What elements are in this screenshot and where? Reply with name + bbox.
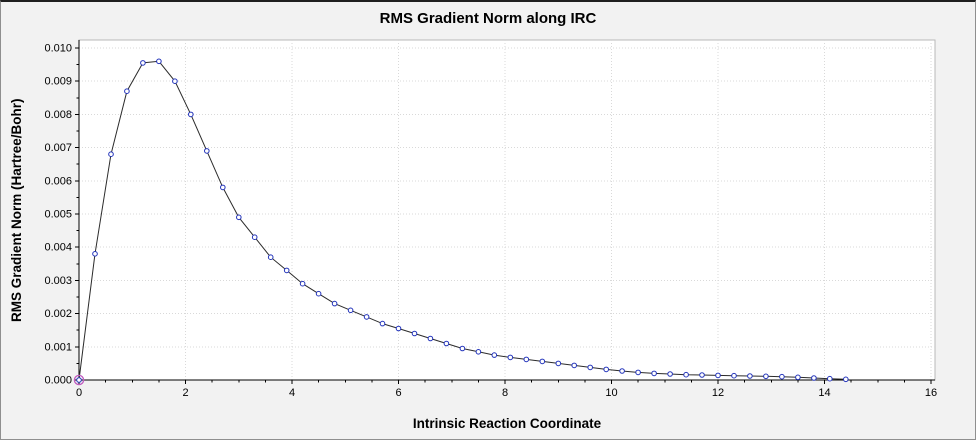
data-point-marker[interactable]	[427, 335, 434, 342]
data-point-marker[interactable]	[507, 354, 514, 361]
data-point-marker[interactable]	[395, 325, 402, 332]
data-point-marker[interactable]	[204, 148, 210, 154]
data-point-marker[interactable]	[299, 280, 306, 287]
data-point-marker[interactable]	[347, 307, 354, 314]
data-point-marker[interactable]	[267, 254, 274, 260]
data-point-marker[interactable]	[92, 251, 98, 257]
data-point-marker[interactable]	[220, 184, 226, 191]
data-point-marker[interactable]	[747, 373, 753, 379]
data-point-marker[interactable]	[76, 377, 82, 383]
data-point-marker[interactable]	[539, 358, 546, 365]
x-tick-label: 14	[818, 387, 830, 399]
y-tick-label: 0.007	[44, 142, 72, 154]
y-tick-label: 0.009	[44, 76, 72, 88]
data-point-marker[interactable]	[827, 375, 833, 382]
data-point-marker[interactable]	[603, 366, 610, 373]
y-tick-label: 0.006	[44, 175, 72, 187]
y-tick-label: 0.002	[44, 308, 72, 320]
data-point-marker[interactable]	[731, 372, 737, 379]
data-point-marker[interactable]	[443, 340, 450, 347]
data-point-marker[interactable]	[363, 314, 370, 320]
y-tick-label: 0.000	[44, 375, 72, 387]
data-point-marker[interactable]	[188, 111, 194, 118]
y-tick-label: 0.004	[44, 242, 72, 254]
x-tick-label: 6	[395, 387, 401, 399]
x-tick-label: 16	[925, 387, 937, 399]
data-point-marker[interactable]	[779, 373, 785, 380]
y-tick-label: 0.001	[44, 341, 72, 353]
x-tick-label: 4	[289, 387, 295, 399]
x-tick-label: 12	[712, 387, 724, 399]
data-point-marker[interactable]	[283, 267, 290, 274]
data-point-marker[interactable]	[140, 60, 146, 66]
data-point-marker[interactable]	[172, 78, 178, 84]
data-point-marker[interactable]	[555, 360, 562, 367]
data-point-marker[interactable]	[795, 374, 801, 381]
data-point-marker[interactable]	[315, 290, 322, 297]
x-tick-label: 10	[605, 387, 617, 399]
data-point-marker[interactable]	[587, 364, 594, 371]
data-point-marker[interactable]	[843, 376, 849, 383]
data-point-marker[interactable]	[811, 375, 817, 381]
data-point-marker[interactable]	[379, 320, 386, 327]
x-tick-label: 8	[502, 387, 508, 399]
y-tick-label: 0.010	[44, 43, 72, 55]
data-point-marker[interactable]	[619, 368, 625, 374]
data-point-marker[interactable]	[667, 371, 673, 377]
data-point-marker[interactable]	[635, 369, 641, 376]
plot-area[interactable]	[78, 39, 936, 381]
data-point-marker[interactable]	[108, 151, 114, 157]
data-point-marker[interactable]	[236, 214, 242, 221]
data-point-marker[interactable]	[651, 370, 657, 377]
data-point-marker[interactable]	[411, 330, 418, 337]
y-tick-label: 0.003	[44, 275, 72, 287]
data-point-marker[interactable]	[156, 58, 162, 65]
data-point-marker[interactable]	[683, 371, 689, 378]
data-point-marker[interactable]	[475, 349, 482, 355]
chart-title: RMS Gradient Norm along IRC	[379, 10, 597, 27]
data-point-marker[interactable]	[331, 300, 338, 307]
x-tick-label: 0	[76, 387, 82, 399]
data-point-marker[interactable]	[699, 372, 705, 378]
y-tick-label: 0.005	[44, 209, 72, 221]
y-tick-label: 0.008	[44, 109, 72, 121]
data-point-marker[interactable]	[715, 372, 721, 379]
x-tick-label: 2	[182, 387, 188, 399]
selected-point-ring	[73, 374, 85, 386]
data-point-marker[interactable]	[459, 345, 466, 352]
data-point-marker[interactable]	[491, 352, 498, 358]
data-point-marker[interactable]	[571, 362, 578, 369]
x-axis-label: Intrinsic Reaction Coordinate	[412, 416, 602, 431]
data-point-marker[interactable]	[763, 373, 769, 380]
data-point-marker[interactable]	[251, 234, 258, 240]
data-point-marker[interactable]	[523, 356, 530, 363]
data-point-marker[interactable]	[124, 88, 130, 94]
